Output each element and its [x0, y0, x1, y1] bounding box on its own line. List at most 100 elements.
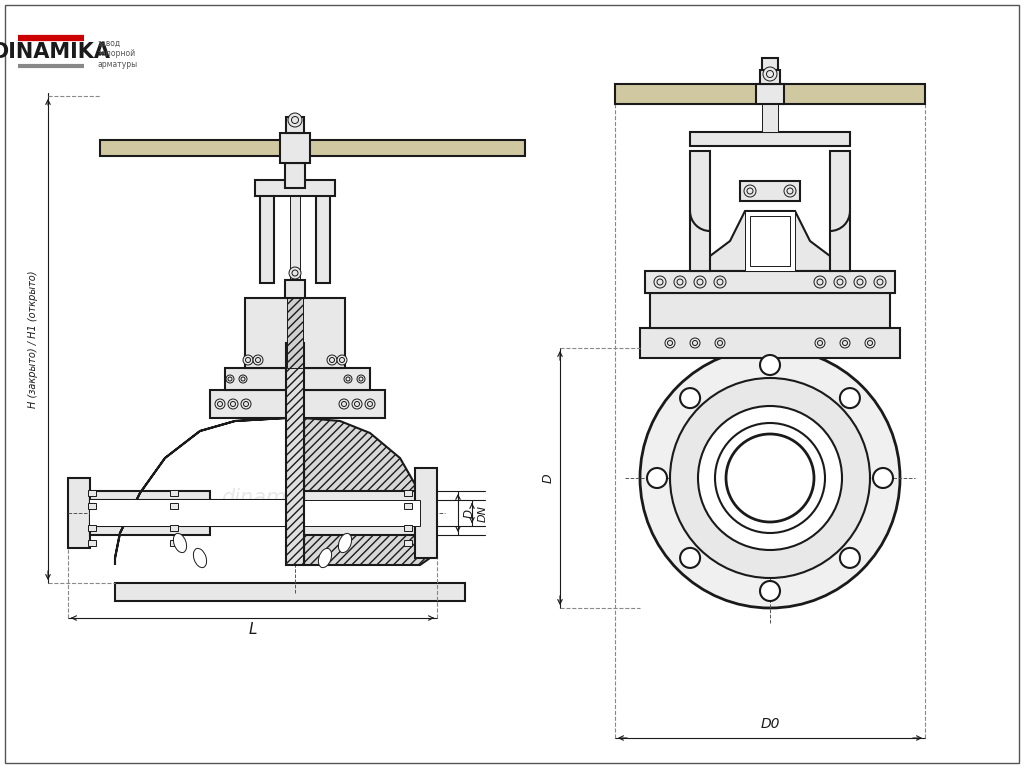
Circle shape — [874, 276, 886, 288]
Circle shape — [352, 399, 362, 409]
Circle shape — [337, 355, 347, 365]
Circle shape — [840, 548, 860, 568]
Bar — [750, 216, 790, 266]
Polygon shape — [690, 211, 850, 271]
Bar — [68, 478, 90, 548]
Bar — [404, 503, 412, 509]
Circle shape — [787, 188, 793, 194]
Bar — [304, 500, 420, 526]
Text: H (закрыто) / H1 (открыто): H (закрыто) / H1 (открыто) — [28, 271, 38, 409]
Circle shape — [873, 468, 893, 488]
Bar — [170, 525, 178, 531]
Bar — [255, 180, 335, 196]
Bar — [88, 525, 96, 531]
Circle shape — [327, 355, 337, 365]
Text: завод
запорной
арматуры: завод запорной арматуры — [98, 39, 138, 69]
Text: DINAMIKA: DINAMIKA — [0, 42, 111, 62]
Bar — [170, 540, 178, 546]
Bar — [762, 58, 778, 70]
Circle shape — [840, 388, 860, 408]
Bar — [88, 540, 96, 546]
Bar — [404, 525, 412, 531]
Bar — [640, 328, 900, 358]
Bar — [100, 140, 285, 156]
Circle shape — [746, 188, 753, 194]
Bar — [305, 140, 525, 156]
Circle shape — [865, 338, 874, 348]
Text: D: D — [542, 473, 555, 483]
Circle shape — [359, 377, 362, 381]
Bar — [316, 188, 330, 283]
Bar — [90, 491, 210, 535]
Polygon shape — [304, 418, 430, 565]
Bar — [830, 151, 850, 271]
Bar — [88, 490, 96, 496]
Circle shape — [857, 279, 863, 285]
Circle shape — [340, 357, 344, 362]
Bar — [285, 163, 305, 188]
Circle shape — [253, 355, 263, 365]
Circle shape — [763, 67, 777, 81]
Circle shape — [867, 340, 872, 346]
Circle shape — [717, 279, 723, 285]
Circle shape — [256, 357, 260, 362]
Circle shape — [854, 276, 866, 288]
Circle shape — [246, 357, 251, 362]
Circle shape — [840, 338, 850, 348]
Circle shape — [692, 340, 697, 346]
Bar — [287, 136, 303, 148]
Circle shape — [837, 279, 843, 285]
Circle shape — [694, 276, 706, 288]
Bar — [745, 211, 795, 271]
Bar — [756, 84, 784, 104]
Bar — [90, 500, 286, 526]
Ellipse shape — [194, 548, 207, 568]
Circle shape — [354, 402, 359, 406]
Circle shape — [241, 377, 245, 381]
Bar — [286, 117, 304, 133]
Circle shape — [647, 468, 667, 488]
Circle shape — [726, 434, 814, 522]
Bar — [762, 102, 778, 132]
Circle shape — [365, 399, 375, 409]
Bar — [304, 491, 430, 535]
Bar — [690, 132, 850, 146]
Bar — [291, 143, 299, 163]
Circle shape — [744, 185, 756, 197]
Bar — [404, 540, 412, 546]
Circle shape — [680, 388, 700, 408]
Circle shape — [288, 113, 302, 127]
Circle shape — [814, 276, 826, 288]
Bar — [615, 84, 925, 104]
Bar — [290, 188, 300, 283]
Circle shape — [767, 71, 773, 78]
Polygon shape — [115, 418, 286, 565]
Circle shape — [784, 185, 796, 197]
Circle shape — [760, 355, 780, 375]
Circle shape — [289, 267, 301, 279]
Circle shape — [243, 355, 253, 365]
Bar — [170, 503, 178, 509]
Circle shape — [330, 357, 335, 362]
Circle shape — [292, 270, 298, 276]
Circle shape — [718, 340, 723, 346]
Bar — [285, 280, 305, 298]
Circle shape — [654, 276, 666, 288]
Bar — [286, 343, 304, 565]
Circle shape — [697, 279, 703, 285]
Circle shape — [698, 406, 842, 550]
Text: L: L — [248, 623, 257, 637]
Circle shape — [339, 399, 349, 409]
Circle shape — [714, 276, 726, 288]
Circle shape — [217, 402, 222, 406]
Text: dinamika1.ru: dinamika1.ru — [221, 488, 358, 508]
Circle shape — [239, 375, 247, 383]
Circle shape — [357, 375, 365, 383]
Bar — [170, 490, 178, 496]
Circle shape — [244, 402, 249, 406]
Bar — [115, 583, 465, 601]
Circle shape — [241, 399, 251, 409]
Text: DN: DN — [478, 505, 488, 521]
Circle shape — [670, 378, 870, 578]
Circle shape — [668, 340, 673, 346]
